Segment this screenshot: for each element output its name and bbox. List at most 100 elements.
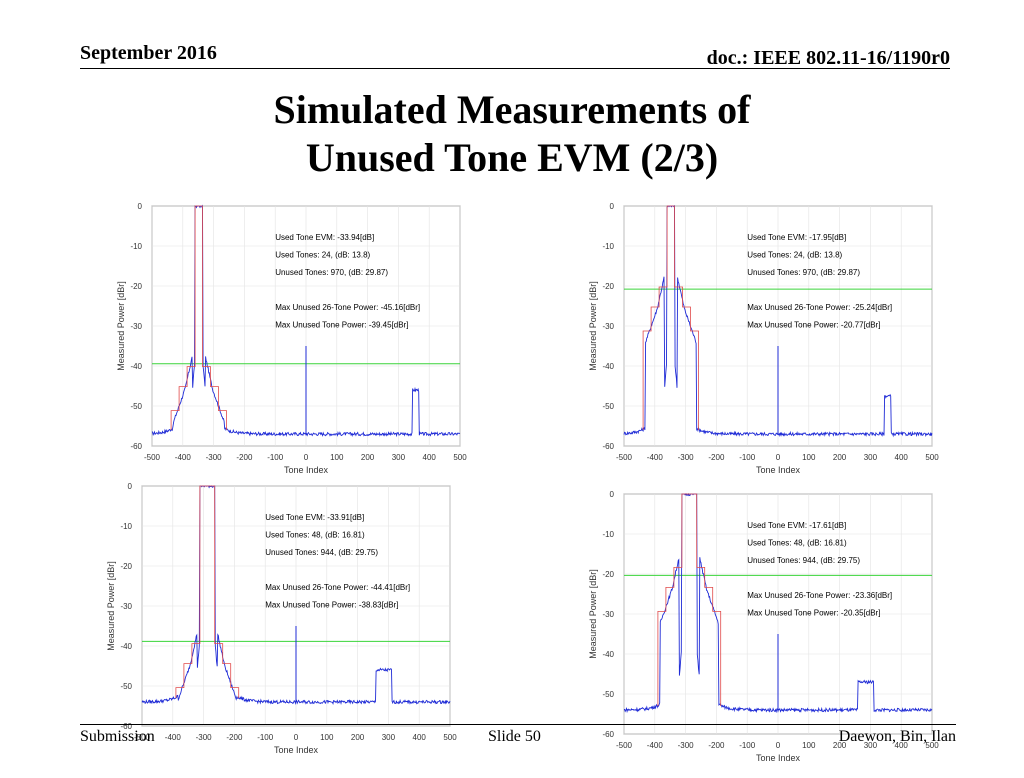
y-tick-label: 0 (610, 202, 615, 211)
spectrum-trace (623, 492, 933, 714)
y-axis-label: Measured Power [dBr] (106, 561, 116, 651)
annotation-text: Max Unused Tone Power: -20.35[dBr] (747, 609, 880, 618)
y-tick-label: -60 (602, 730, 614, 739)
annotation-text: Used Tones: 24, (dB: 13.8) (747, 251, 842, 260)
y-tick-label: -50 (602, 402, 614, 411)
annotation-text: Used Tones: 48, (dB: 16.81) (265, 531, 365, 540)
x-tick-label: 200 (833, 741, 847, 750)
header-date: September 2016 (80, 42, 217, 64)
annotation-text: Max Unused Tone Power: -38.83[dBr] (265, 601, 398, 610)
y-tick-label: -60 (130, 442, 142, 451)
header-divider (80, 68, 950, 69)
spectrum-trace (151, 204, 461, 438)
x-tick-label: -500 (616, 453, 633, 462)
unused-26-tone-power-trace (642, 205, 699, 430)
annotation-text: Max Unused 26-Tone Power: -45.16[dBr] (275, 303, 420, 312)
unused-26-tone-power-trace (175, 485, 240, 698)
x-tick-label: 200 (361, 453, 375, 462)
x-tick-label: -100 (267, 453, 284, 462)
x-tick-label: -500 (616, 741, 633, 750)
footer-submission: Submission (80, 728, 155, 745)
y-tick-label: -40 (602, 650, 614, 659)
x-tick-label: 0 (294, 733, 299, 742)
x-tick-label: 0 (776, 741, 781, 750)
annotation-text: Used Tones: 48, (dB: 16.81) (747, 539, 847, 548)
x-tick-label: -400 (647, 453, 664, 462)
y-tick-label: -20 (602, 570, 614, 579)
x-tick-label: 100 (802, 741, 816, 750)
header-doc-id: doc.: IEEE 802.11-16/1190r0 (706, 47, 950, 69)
x-tick-label: -100 (739, 453, 756, 462)
spectrum-plot-3: -500 -400 -300 -200 -100 0 100 200 300 400 500 0 -10… (588, 490, 939, 763)
x-tick-label: -200 (708, 741, 725, 750)
x-axis-label: Tone Index (756, 465, 801, 475)
slide-title: Simulated Measurements of Unused Tone EV… (0, 86, 1024, 182)
x-axis-label: Tone Index (284, 465, 329, 475)
y-tick-label: -50 (120, 682, 132, 691)
x-tick-label: 200 (351, 733, 365, 742)
footer-authors: Daewon, Bin, Ilan (838, 728, 956, 745)
spectrum-plot-0: -500 -400 -300 -200 -100 0 100 200 300 400 500 0 -10… (116, 202, 467, 475)
y-tick-label: -30 (130, 322, 142, 331)
y-tick-label: -20 (130, 282, 142, 291)
y-tick-label: 0 (128, 482, 133, 491)
x-tick-label: 300 (864, 453, 878, 462)
spectrum-plot-1: -500 -400 -300 -200 -100 0 100 200 300 400 500 0 -10… (588, 202, 939, 475)
x-tick-label: -300 (678, 453, 695, 462)
footer-slide-number: Slide 50 (488, 728, 541, 745)
annotation-text: Unused Tones: 944, (dB: 29.75) (265, 548, 378, 557)
x-tick-label: 500 (443, 733, 457, 742)
chart-bottom-left: -500 -400 -300 -200 -100 0 100 200 300 400 500 0 -10… (100, 480, 460, 770)
y-tick-label: -60 (602, 442, 614, 451)
annotation-text: Used Tone EVM: -33.91[dB] (265, 513, 364, 522)
x-tick-label: 500 (453, 453, 467, 462)
x-tick-label: 300 (382, 733, 396, 742)
annotation-text: Max Unused 26-Tone Power: -23.36[dBr] (747, 591, 892, 600)
y-tick-label: -30 (602, 610, 614, 619)
x-tick-label: 300 (392, 453, 406, 462)
x-tick-label: 100 (320, 733, 334, 742)
x-tick-label: -200 (236, 453, 253, 462)
y-tick-label: 0 (138, 202, 143, 211)
y-tick-label: -30 (120, 602, 132, 611)
annotation-text: Used Tone EVM: -17.95[dB] (747, 233, 846, 242)
x-tick-label: -200 (708, 453, 725, 462)
y-axis-label: Measured Power [dBr] (116, 281, 126, 371)
unused-26-tone-power-trace (657, 493, 722, 706)
x-tick-label: -400 (647, 741, 664, 750)
x-tick-label: 400 (413, 733, 427, 742)
x-tick-label: -100 (257, 733, 274, 742)
y-tick-label: -10 (120, 522, 132, 531)
unused-26-tone-power-trace (170, 205, 227, 430)
y-tick-label: -40 (602, 362, 614, 371)
x-tick-label: 500 (925, 453, 939, 462)
y-tick-label: -20 (602, 282, 614, 291)
x-tick-label: -400 (175, 453, 192, 462)
x-tick-label: -100 (739, 741, 756, 750)
x-tick-label: -400 (165, 733, 182, 742)
y-tick-label: -60 (120, 722, 132, 731)
x-tick-label: -200 (226, 733, 243, 742)
y-tick-label: -10 (602, 242, 614, 251)
x-tick-label: -300 (196, 733, 213, 742)
x-tick-label: 300 (864, 741, 878, 750)
y-tick-label: -20 (120, 562, 132, 571)
x-tick-label: 500 (925, 741, 939, 750)
spectrum-plot-2: -500 -400 -300 -200 -100 0 100 200 300 400 500 0 -10… (106, 482, 457, 755)
y-tick-label: -40 (120, 642, 132, 651)
annotation-text: Unused Tones: 970, (dB: 29.87) (747, 268, 860, 277)
x-tick-label: 0 (776, 453, 781, 462)
annotation-text: Unused Tones: 944, (dB: 29.75) (747, 556, 860, 565)
y-axis-label: Measured Power [dBr] (588, 569, 598, 659)
y-tick-label: -10 (602, 530, 614, 539)
slide-title-line2: Unused Tone EVM (2/3) (305, 135, 719, 180)
annotation-text: Max Unused 26-Tone Power: -25.24[dBr] (747, 303, 892, 312)
annotation-text: Used Tone EVM: -17.61[dB] (747, 521, 846, 530)
x-tick-label: 100 (330, 453, 344, 462)
x-tick-label: 400 (895, 741, 909, 750)
y-tick-label: -10 (130, 242, 142, 251)
x-tick-label: 200 (833, 453, 847, 462)
slide-title-line1: Simulated Measurements of (273, 87, 751, 132)
x-axis-label: Tone Index (274, 745, 319, 755)
x-tick-label: 0 (304, 453, 309, 462)
